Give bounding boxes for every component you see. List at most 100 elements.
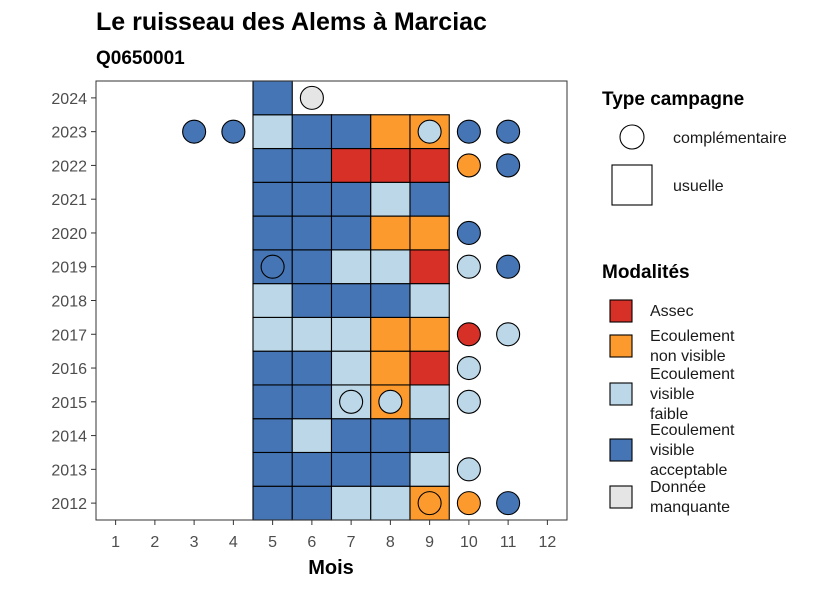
x-axis-label: Mois <box>308 557 354 579</box>
legend-label-acceptable-2: acceptable <box>650 462 727 479</box>
legend-type-complementaire: complémentaire <box>673 130 787 147</box>
x-tick-label-9: 9 <box>425 534 434 551</box>
tile-2017-7 <box>330 316 372 352</box>
legend-modalites-title: Modalités <box>602 262 690 283</box>
point-2022-11 <box>496 153 521 178</box>
point-2015-10 <box>456 389 481 414</box>
point-2024-6 <box>299 85 324 110</box>
legend-label-nonvisible-0: Ecoulement <box>650 328 735 345</box>
y-tick-label-2024: 2024 <box>51 91 87 108</box>
point-2012-9 <box>417 491 442 516</box>
tile-2013-8 <box>370 451 411 487</box>
tile-2017-8 <box>370 316 411 352</box>
legend-key-manquante <box>609 485 633 509</box>
point-2019-10 <box>456 254 481 279</box>
tile-2018-5 <box>252 283 293 318</box>
tile-2023-6 <box>291 114 333 150</box>
point-2017-11 <box>496 322 521 347</box>
tile-2024-5 <box>252 80 293 116</box>
point-2015-8 <box>378 389 403 414</box>
y-tick-label-2013: 2013 <box>51 462 87 479</box>
x-tick-label-8: 8 <box>386 534 395 551</box>
tile-2022-8 <box>370 147 411 183</box>
legend-label-nonvisible-1: non visible <box>650 348 726 365</box>
legend-label-manquante-1: manquante <box>650 499 730 516</box>
legend-circle-icon <box>619 124 645 150</box>
point-2023-4 <box>221 119 246 144</box>
tile-2012-6 <box>291 485 333 521</box>
x-tick-label-12: 12 <box>538 534 556 551</box>
point-2023-9 <box>417 119 442 144</box>
tile-2018-7 <box>330 283 372 318</box>
x-tick-label-3: 3 <box>190 534 199 551</box>
x-axis: 1 2 3 4 5 6 7 8 9 10 11 12 <box>111 520 556 551</box>
y-tick-label-2023: 2023 <box>51 125 87 142</box>
tile-2013-5 <box>252 451 293 487</box>
legend-label-faible-0: Ecoulement <box>650 366 735 383</box>
tile-2021-8 <box>370 181 411 217</box>
tile-2017-9 <box>409 316 450 352</box>
point-2017-10 <box>456 322 481 347</box>
tile-2014-7 <box>330 418 372 454</box>
tile-2016-6 <box>291 350 333 386</box>
tile-2019-7 <box>330 249 372 285</box>
y-tick-label-2014: 2014 <box>51 429 87 446</box>
tile-2021-7 <box>330 181 372 217</box>
x-tick-label-7: 7 <box>347 534 356 551</box>
tile-2021-5 <box>252 181 293 217</box>
chart-title: Le ruisseau des Alems à Marciac <box>96 8 487 36</box>
tile-2014-5 <box>252 418 293 454</box>
tile-2021-6 <box>291 181 333 217</box>
tile-2014-6 <box>291 418 333 454</box>
legend-label-assec-0: Assec <box>650 303 694 320</box>
tile-2018-8 <box>370 283 411 318</box>
tile-2016-8 <box>370 350 411 386</box>
tile-2012-8 <box>370 485 411 521</box>
tile-2018-6 <box>291 283 333 318</box>
x-tick-label-10: 10 <box>460 534 478 551</box>
point-2016-10 <box>456 355 481 381</box>
tile-2016-9 <box>409 350 450 386</box>
tile-2013-7 <box>330 451 372 487</box>
y-tick-label-2019: 2019 <box>51 260 87 277</box>
tile-2020-8 <box>370 215 411 251</box>
y-tick-label-2012: 2012 <box>51 496 87 513</box>
legend: Type campagne Modalités complémentaire us… <box>602 89 787 516</box>
tile-2015-6 <box>291 384 333 420</box>
point-2012-10 <box>456 491 481 516</box>
tile-2018-9 <box>409 283 450 318</box>
chart-subtitle: Q0650001 <box>96 48 185 69</box>
legend-key-assec <box>609 299 633 323</box>
tile-2022-7 <box>330 147 372 183</box>
y-tick-label-2022: 2022 <box>51 158 87 175</box>
legend-label-acceptable-0: Ecoulement <box>650 422 735 439</box>
y-tick-label-2017: 2017 <box>51 327 87 344</box>
tile-2023-5 <box>252 114 293 150</box>
tile-2023-8 <box>370 114 411 150</box>
legend-type-title: Type campagne <box>602 89 744 110</box>
x-tick-label-11: 11 <box>500 534 517 551</box>
plot-area <box>182 80 521 521</box>
legend-label-manquante-0: Donnée <box>650 479 706 496</box>
y-axis: 2012 2013 2014 2015 2016 2017 2018 2019 2020 2021… <box>51 91 96 513</box>
y-tick-label-2015: 2015 <box>51 395 87 412</box>
tile-2021-9 <box>409 181 450 217</box>
tile-2014-9 <box>409 418 450 454</box>
point-2023-3 <box>182 119 207 144</box>
tile-2020-5 <box>252 215 293 251</box>
point-2023-11 <box>496 119 521 144</box>
legend-key-acceptable <box>609 438 633 462</box>
x-tick-label-2: 2 <box>150 534 159 551</box>
y-tick-label-2016: 2016 <box>51 361 87 378</box>
point-2015-7 <box>339 389 364 414</box>
x-tick-label-6: 6 <box>307 534 316 551</box>
legend-label-acceptable-1: visible <box>650 442 695 459</box>
tile-2013-9 <box>409 451 450 487</box>
legend-type-usuelle: usuelle <box>673 178 724 195</box>
tile-2023-7 <box>330 114 372 150</box>
legend-label-faible-1: visible <box>650 386 695 403</box>
tile-2015-9 <box>409 384 450 420</box>
tile-2019-6 <box>291 249 333 285</box>
y-tick-label-2018: 2018 <box>51 294 87 311</box>
